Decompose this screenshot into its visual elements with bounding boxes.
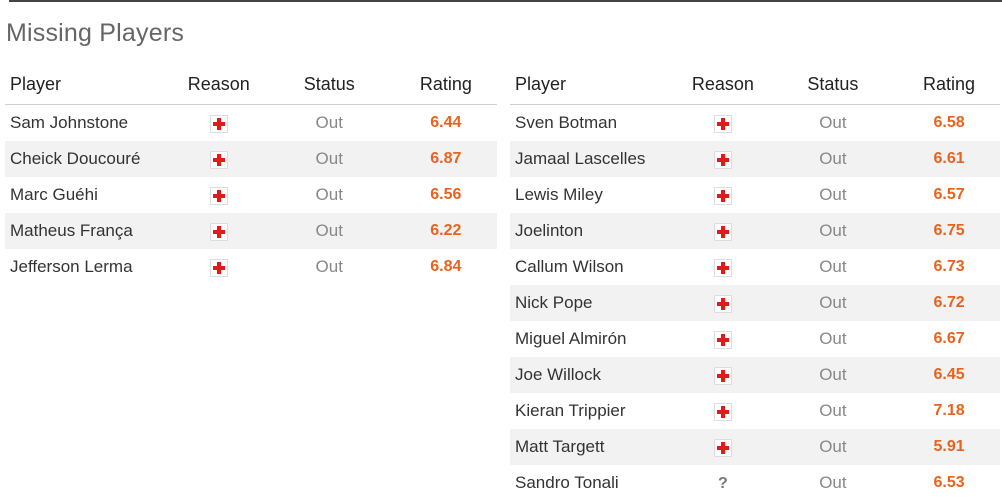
player-name[interactable]: Joelinton [510, 213, 679, 249]
column-header-status: Status [767, 64, 899, 105]
section-title: Missing Players [6, 19, 185, 47]
table-header-row: Player Reason Status Rating [510, 64, 1000, 105]
player-status: Out [767, 429, 899, 465]
player-rating: 6.45 [898, 357, 1000, 393]
injury-cross-icon[interactable] [209, 114, 228, 133]
player-status: Out [767, 141, 899, 177]
player-name[interactable]: Nick Pope [510, 285, 679, 321]
unknown-question-icon[interactable]: ? [718, 474, 728, 492]
injury-cross-icon[interactable] [713, 438, 732, 457]
table-row: Miguel Almirón Out 6.67 [510, 321, 1000, 357]
player-status: Out [263, 213, 395, 249]
player-status: Out [819, 113, 847, 132]
player-rating: 6.73 [933, 258, 965, 275]
injury-cross-icon[interactable] [209, 150, 228, 169]
column-header-status: Status [263, 64, 395, 105]
table-header-row: Player Reason Status Rating [5, 64, 497, 105]
table-row: Marc Guéhi Out 6.56 [5, 177, 497, 213]
player-rating: 6.44 [430, 114, 462, 131]
player-status: Out [767, 357, 899, 393]
player-status: Out [819, 329, 847, 348]
away-missing-players-table: Player Reason Status Rating Sven Botman … [510, 64, 1000, 501]
player-name[interactable]: Matheus França [5, 213, 174, 249]
player-status: Out [315, 113, 343, 132]
table-row: Joelinton Out 6.75 [510, 213, 1000, 249]
injury-cross-icon[interactable] [713, 150, 732, 169]
player-rating: 6.75 [898, 213, 1000, 249]
column-header-reason: Reason [173, 64, 264, 105]
injury-cross-icon[interactable] [713, 186, 732, 205]
player-status: Out [767, 213, 899, 249]
injury-cross-icon[interactable] [713, 222, 732, 241]
player-status: Out [767, 285, 899, 321]
column-header-rating: Rating [394, 64, 497, 105]
table-row: Callum Wilson Out 6.73 [510, 249, 1000, 285]
player-name[interactable]: Matt Targett [510, 429, 679, 465]
injury-cross-icon[interactable] [713, 330, 732, 349]
player-rating: 7.18 [933, 402, 965, 419]
player-rating: 6.53 [933, 474, 965, 491]
column-header-reason: Reason [678, 64, 768, 105]
injury-cross-icon[interactable] [209, 222, 228, 241]
table-row: Sandro Tonali ? Out 6.53 [510, 465, 1000, 501]
injury-cross-icon[interactable] [713, 366, 732, 385]
table-row: Sven Botman Out 6.58 [510, 105, 1000, 142]
player-status: Out [819, 473, 847, 492]
player-name[interactable]: Jamaal Lascelles [510, 141, 679, 177]
table-row: Lewis Miley Out 6.57 [510, 177, 1000, 213]
injury-cross-icon[interactable] [713, 402, 732, 421]
player-name[interactable]: Joe Willock [510, 357, 679, 393]
player-name[interactable]: Sven Botman [515, 113, 618, 132]
player-name[interactable]: Kieran Trippier [515, 401, 626, 420]
table-row: Nick Pope Out 6.72 [510, 285, 1000, 321]
player-name[interactable]: Sandro Tonali [515, 473, 619, 492]
injury-cross-icon[interactable] [713, 258, 732, 277]
player-status: Out [819, 257, 847, 276]
table-row: Matheus França Out 6.22 [5, 213, 497, 249]
player-rating: 6.56 [430, 186, 462, 203]
player-rating: 5.91 [898, 429, 1000, 465]
player-status: Out [315, 257, 343, 276]
player-rating: 6.22 [394, 213, 497, 249]
player-name[interactable]: Sam Johnstone [10, 113, 129, 132]
player-rating: 6.61 [898, 141, 1000, 177]
table-row: Matt Targett Out 5.91 [510, 429, 1000, 465]
table-row: Joe Willock Out 6.45 [510, 357, 1000, 393]
player-rating: 6.58 [933, 114, 965, 131]
column-header-player: Player [5, 64, 174, 105]
player-status: Out [263, 141, 395, 177]
player-status: Out [315, 185, 343, 204]
player-rating: 6.87 [394, 141, 497, 177]
player-name[interactable]: Cheick Doucouré [5, 141, 174, 177]
player-rating: 6.57 [933, 186, 965, 203]
player-name[interactable]: Marc Guéhi [10, 185, 98, 204]
player-name[interactable]: Miguel Almirón [515, 329, 627, 348]
injury-cross-icon[interactable] [713, 294, 732, 313]
table-row: Jefferson Lerma Out 6.84 [5, 249, 497, 285]
injury-cross-icon[interactable] [209, 258, 228, 277]
player-name[interactable]: Jefferson Lerma [10, 257, 133, 276]
player-name[interactable]: Lewis Miley [515, 185, 603, 204]
table-row: Kieran Trippier Out 7.18 [510, 393, 1000, 429]
table-row: Sam Johnstone Out 6.44 [5, 105, 497, 142]
player-rating: 6.67 [933, 330, 965, 347]
player-name[interactable]: Callum Wilson [515, 257, 624, 276]
injury-cross-icon[interactable] [713, 114, 732, 133]
injury-cross-icon[interactable] [209, 186, 228, 205]
table-row: Cheick Doucouré Out 6.87 [5, 141, 497, 177]
player-status: Out [819, 401, 847, 420]
column-header-player: Player [510, 64, 679, 105]
home-missing-players-table: Player Reason Status Rating Sam Johnston… [5, 64, 497, 285]
table-row: Jamaal Lascelles Out 6.61 [510, 141, 1000, 177]
top-divider [9, 0, 1002, 2]
player-rating: 6.72 [898, 285, 1000, 321]
column-header-rating: Rating [898, 64, 1000, 105]
player-rating: 6.84 [430, 258, 462, 275]
player-status: Out [819, 185, 847, 204]
